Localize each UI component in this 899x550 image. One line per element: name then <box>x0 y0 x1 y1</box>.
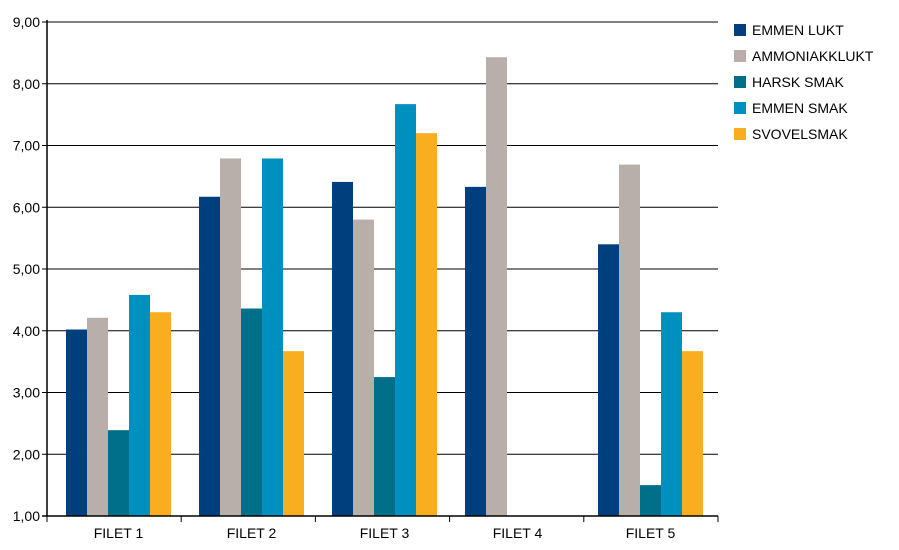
legend-label: AMMONIAKKLUKT <box>752 48 874 64</box>
bar-svovelsmak-filet-5 <box>682 351 703 516</box>
y-axis-ticks: 1,00 2,00 3,00 4,00 5,00 6,00 7,00 8,00 9,00 <box>13 14 47 524</box>
x-axis-ticks: FILET 1 FILET 2 FILET 3 FILET 4 FILET 5 <box>46 516 719 541</box>
axes <box>42 20 718 517</box>
y-tick-label: 8,00 <box>13 76 40 92</box>
legend: EMMEN LUKT AMMONIAKKLUKT HARSK SMAK EMMEN S… <box>734 22 874 142</box>
legend-swatch <box>734 50 746 62</box>
bar-emmen-lukt-filet-1 <box>66 329 87 516</box>
y-tick-label: 3,00 <box>13 385 40 401</box>
legend-label: HARSK SMAK <box>752 74 844 90</box>
bar-harsk-smak-filet-2 <box>241 308 262 516</box>
legend-label: EMMEN SMAK <box>752 100 848 116</box>
bar-harsk-smak-filet-5 <box>640 485 661 516</box>
y-tick-label: 4,00 <box>13 323 40 339</box>
legend-swatch <box>734 76 746 88</box>
bar-ammoniakklukt-filet-4 <box>486 57 507 516</box>
bar-ammoniakklukt-filet-5 <box>619 164 640 516</box>
bar-ammoniakklukt-filet-1 <box>87 317 108 516</box>
x-tick-label: FILET 3 <box>360 525 410 541</box>
legend-swatch <box>734 102 746 114</box>
legend-swatch <box>734 24 746 36</box>
bar-emmen-smak-filet-3 <box>395 104 416 516</box>
x-tick-label: FILET 4 <box>493 525 543 541</box>
x-tick-label: FILET 1 <box>94 525 144 541</box>
legend-label: SVOVELSMAK <box>752 126 848 142</box>
bar-emmen-lukt-filet-3 <box>332 181 353 516</box>
bar-emmen-smak-filet-1 <box>129 294 150 516</box>
bars <box>66 57 703 517</box>
bar-emmen-lukt-filet-2 <box>199 196 220 516</box>
bar-svovelsmak-filet-3 <box>416 133 437 516</box>
y-tick-label: 9,00 <box>13 14 40 30</box>
legend-swatch <box>734 128 746 140</box>
bar-svovelsmak-filet-2 <box>283 351 304 516</box>
bar-emmen-smak-filet-5 <box>661 312 682 516</box>
bar-harsk-smak-filet-3 <box>374 377 395 516</box>
bar-emmen-lukt-filet-4 <box>465 186 486 516</box>
bar-ammoniakklukt-filet-2 <box>220 158 241 516</box>
bar-svovelsmak-filet-1 <box>150 312 171 516</box>
x-tick-label: FILET 5 <box>626 525 676 541</box>
x-tick-label: FILET 2 <box>227 525 277 541</box>
bar-emmen-smak-filet-2 <box>262 158 283 516</box>
y-tick-label: 2,00 <box>13 446 40 462</box>
legend-label: EMMEN LUKT <box>752 22 844 38</box>
bar-ammoniakklukt-filet-3 <box>353 219 374 516</box>
y-tick-label: 7,00 <box>13 138 40 154</box>
y-tick-label: 5,00 <box>13 261 40 277</box>
y-tick-label: 1,00 <box>13 508 40 524</box>
y-tick-label: 6,00 <box>13 199 40 215</box>
bar-emmen-lukt-filet-5 <box>598 244 619 517</box>
bar-harsk-smak-filet-1 <box>108 430 129 516</box>
